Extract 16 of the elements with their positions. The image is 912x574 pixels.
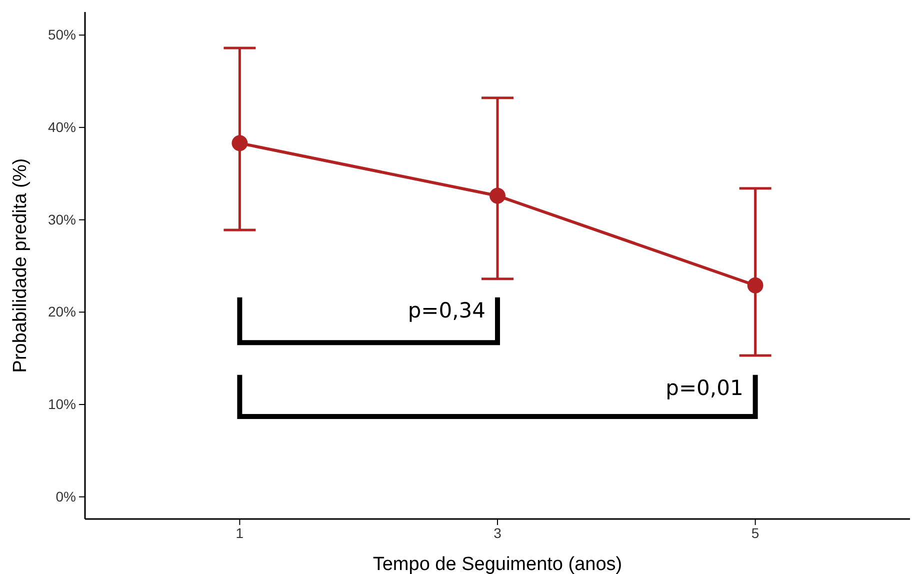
y-tick-label: 30% [48,211,76,228]
x-tick-label: 1 [236,524,244,541]
x-tick-label: 3 [494,524,502,541]
annotation: p=0,01 [666,376,744,400]
y-tick-label: 50% [48,26,76,43]
point [232,135,248,152]
y-tick-label: 10% [48,396,76,412]
annotation: p=0,34 [408,298,486,322]
x-tick-label: 5 [751,524,760,541]
point [747,277,764,294]
point [490,188,506,204]
y-axis-title: Probabilidade predita (%) [10,158,31,373]
y-tick-label: 40% [48,118,76,135]
y-tick-label: 0% [56,488,76,504]
x-axis-title: Tempo de Seguimento (anos) [372,554,622,574]
y-tick-label: 20% [48,304,76,320]
